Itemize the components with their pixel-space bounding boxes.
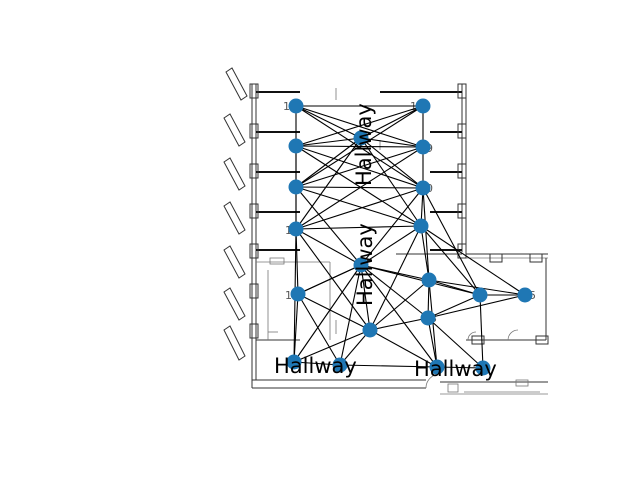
graph-edge [369, 225, 422, 331]
room-label: 1 [285, 224, 292, 237]
graph-edge [295, 187, 424, 230]
hallway-labels: Hallway Hallway Hallway Hallway [274, 103, 497, 381]
graph-edge [427, 294, 481, 319]
graph-edge [427, 317, 438, 368]
graph-node [286, 354, 302, 370]
graph-node [288, 98, 304, 114]
graph-edge [295, 186, 424, 189]
graph-node [353, 130, 369, 146]
window-panels [223, 67, 248, 361]
graph-node [415, 180, 431, 196]
graph-node [288, 179, 304, 195]
graph-node [517, 287, 533, 303]
floor-plan [223, 67, 549, 395]
graph-edge [427, 294, 526, 319]
graph-edge [297, 293, 341, 366]
graph-edge [360, 137, 424, 148]
graph-node [413, 218, 429, 234]
graph-node [362, 322, 378, 338]
graph-edge [420, 225, 526, 296]
graph-edge [339, 364, 438, 368]
graph-edges [293, 105, 526, 369]
graph-edge [360, 264, 438, 368]
graph-edge [369, 329, 438, 368]
graph-edge [339, 329, 371, 366]
graph-edge [360, 105, 424, 139]
graph-edge [295, 228, 362, 266]
graph-node [472, 287, 488, 303]
graph-edge [360, 225, 422, 266]
graph-node [415, 98, 431, 114]
graph-edge [422, 187, 481, 296]
graph-node [415, 139, 431, 155]
graph-edge [420, 225, 481, 296]
graph-edge [295, 145, 422, 227]
graph-edge [479, 294, 484, 369]
graph-edge [295, 225, 422, 230]
graph-edge [295, 228, 371, 331]
graph-edge [295, 137, 362, 230]
graph-edge [369, 279, 430, 331]
hallway-label: Hallway [353, 223, 377, 306]
graph-edge [297, 293, 371, 331]
graph-edge [428, 279, 481, 296]
graph-edge [360, 264, 429, 319]
graph-edge [360, 264, 371, 331]
graph-node [421, 272, 437, 288]
graph-edge [293, 264, 362, 363]
hallway-label: Hallway [414, 357, 497, 381]
graph-node [288, 221, 304, 237]
graph-node [353, 257, 369, 273]
graph-edge [420, 225, 430, 281]
graph-edge [428, 279, 526, 296]
graph-edge [295, 105, 362, 139]
graph-node [475, 360, 491, 376]
graph-edge [427, 317, 484, 369]
graph-edge [360, 264, 481, 296]
graph-nodes [286, 98, 533, 376]
graph-edge [295, 186, 422, 227]
graph-edge [295, 146, 424, 188]
graph-node [429, 359, 445, 375]
hallway-label: Hallway [274, 354, 357, 378]
graph-edge [295, 105, 424, 147]
graph-edge [295, 145, 424, 148]
graph-edge [436, 366, 484, 369]
graph-node [332, 357, 348, 373]
graph-edge [293, 329, 371, 363]
graph-node [420, 310, 436, 326]
graph-edge [295, 137, 362, 147]
graph-node [288, 138, 304, 154]
hallway-label: Hallway [352, 103, 376, 186]
graph-edge [295, 186, 362, 266]
graph-edge [339, 264, 362, 366]
graph-edge [369, 317, 429, 331]
graph-node [290, 286, 306, 302]
graph-edge [293, 361, 341, 366]
graph-edge [297, 264, 362, 295]
graph-edge [360, 137, 422, 227]
room-label: 5 [529, 289, 536, 302]
graph-edge [422, 187, 430, 281]
